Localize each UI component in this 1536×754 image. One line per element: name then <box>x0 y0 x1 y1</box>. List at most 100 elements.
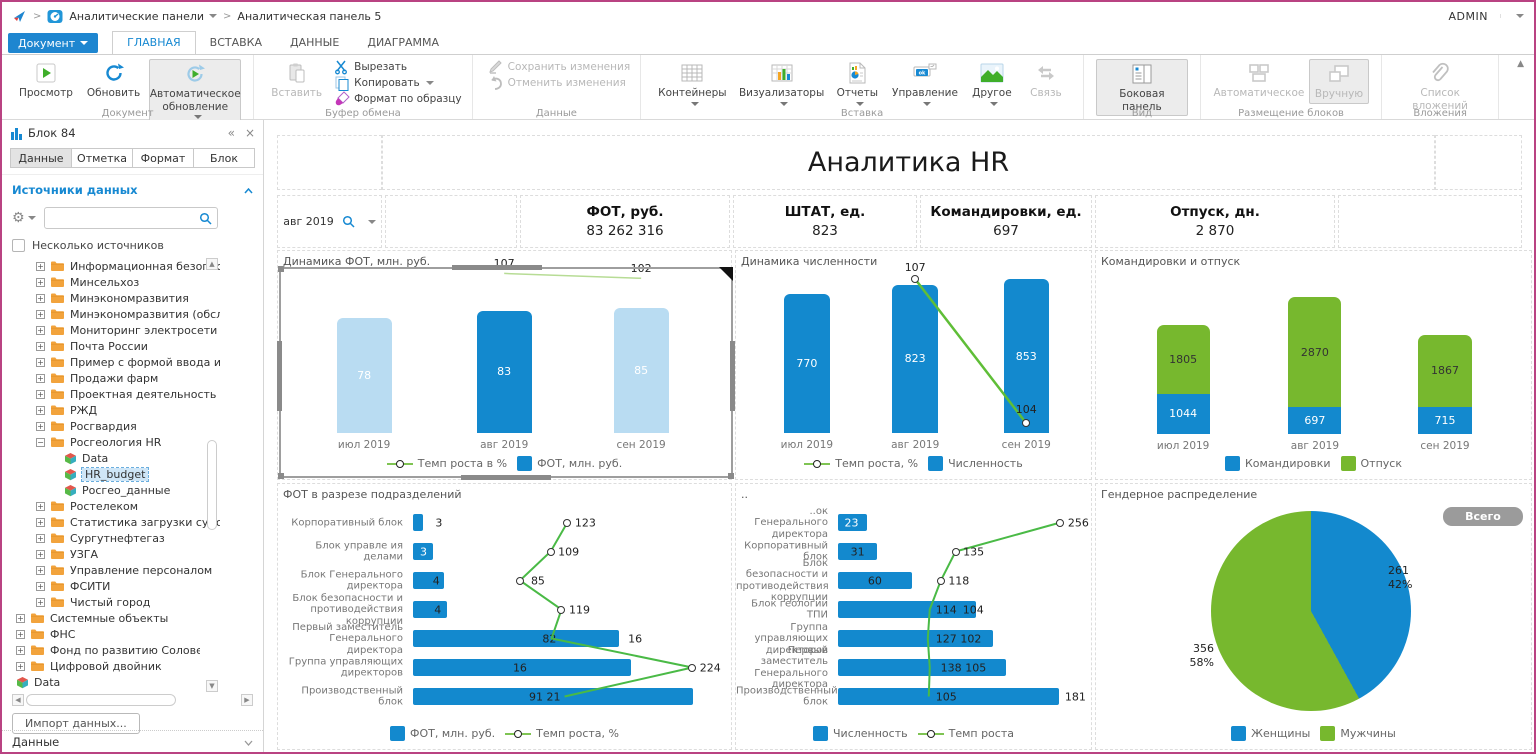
tree-folder-росгвардия[interactable]: + Росгвардия <box>2 418 263 434</box>
chart-headcount-dynamics[interactable]: Динамика численности 770 823 853 107 104 июл 2… <box>735 250 1092 480</box>
tree-folder-продажи-фарм[interactable]: + Продажи фарм <box>2 370 263 386</box>
tree-folder-фонд-по-развитию-соловецкого[interactable]: + Фонд по развитию Соловецкого <box>2 642 263 658</box>
resize-handle[interactable] <box>277 341 282 412</box>
bar-сен 2019[interactable]: 853 <box>1003 279 1050 433</box>
pie[interactable] <box>1211 511 1411 711</box>
expand-node-icon[interactable]: + <box>16 661 25 671</box>
tree-folder-минэкономразвития[interactable]: + Минэкономразвития <box>2 290 263 306</box>
expand-node-icon[interactable]: + <box>36 533 45 543</box>
tree-folder-ржд[interactable]: + РЖД <box>2 402 263 418</box>
breadcrumb-current-panel[interactable]: Аналитическая панель 5 <box>237 9 382 23</box>
expand-node-icon[interactable]: + <box>36 517 45 527</box>
bar-июл 2019[interactable]: 770 <box>784 294 830 433</box>
expand-node-icon[interactable]: + <box>36 581 45 591</box>
stack-segment-Командировки[interactable]: 715 <box>1418 406 1472 434</box>
chart-fot-by-division[interactable]: ФОТ в разрезе подразделений 3 3 4 4 82 16 16 91 … <box>277 483 732 750</box>
collapse-node-icon[interactable]: − <box>36 437 45 447</box>
ribbon-button-управление[interactable]: ok Управление <box>887 59 963 108</box>
tree-folder-росгеология-hr[interactable]: − Росгеология HR <box>2 434 263 450</box>
tree-folder-проектная-деятельность[interactable]: + Проектная деятельность <box>2 386 263 402</box>
ribbon-button-обновить[interactable]: Обновить <box>82 59 145 102</box>
tree-folder-узга[interactable]: + УЗГА <box>2 546 263 562</box>
stack-segment-Отпуск[interactable]: 1867 <box>1418 335 1472 407</box>
tree-folder-мониторинг-электросети[interactable]: + Мониторинг электросети <box>2 322 263 338</box>
panel-tab-блок[interactable]: Блок <box>194 148 255 168</box>
hbar-Блок геологии ТПИ[interactable] <box>838 601 977 618</box>
expand-node-icon[interactable]: + <box>16 645 25 655</box>
scroll-down-icon[interactable]: ▼ <box>206 680 218 692</box>
tree-folder-управление-персоналом[interactable]: + Управление персоналом <box>2 562 263 578</box>
hbar-Производственный блок[interactable] <box>838 688 1060 705</box>
ribbon-button-боковая-панель[interactable]: Боковая панель <box>1095 59 1188 117</box>
hbar-..ок Генерального директора[interactable] <box>838 514 867 531</box>
panel-collapse-icon[interactable]: « <box>227 126 235 140</box>
hbar-Производственный блок[interactable] <box>413 688 694 705</box>
tree-folder-фсити[interactable]: + ФСИТИ <box>2 578 263 594</box>
app-logo-icon[interactable] <box>12 9 27 24</box>
chart-gender-distribution[interactable]: Гендерное распределение 261 42% 356 58% Всего… <box>1095 483 1532 750</box>
scroll-up-icon[interactable]: ▲ <box>206 258 218 270</box>
tree-folder-минэкономразвития-обслу[interactable]: + Минэкономразвития (обслу <box>2 306 263 322</box>
expand-node-icon[interactable]: + <box>36 325 45 335</box>
import-data-button[interactable]: Импорт данных... <box>12 713 140 734</box>
stack-segment-Командировки[interactable]: 1044 <box>1156 393 1210 434</box>
tree-node-data[interactable]: Data <box>2 450 263 466</box>
chevron-down-icon[interactable] <box>367 219 376 224</box>
tree-node-hr_budget[interactable]: HR_budget <box>2 466 263 482</box>
expand-node-icon[interactable]: + <box>36 293 45 303</box>
tree-folder-сургутнефтегаз[interactable]: + Сургутнефтегаз <box>2 530 263 546</box>
search-icon[interactable] <box>199 212 212 225</box>
checkbox-icon[interactable] <box>12 239 25 252</box>
bar-сен 2019[interactable]: 85 <box>613 307 669 433</box>
tree-node-росгео_данные[interactable]: Росгео_данные <box>2 482 263 498</box>
collapse-section-icon[interactable] <box>244 183 253 197</box>
panel-tab-отметка[interactable]: Отметка <box>72 148 133 168</box>
multiple-sources-checkbox[interactable]: Несколько источников <box>2 235 263 256</box>
hbar-Блок управле ия делами[interactable] <box>413 543 433 560</box>
tree-folder-статистика-загрузки-судов[interactable]: + Статистика загрузки судов <box>2 514 263 530</box>
hbar-Корпоративный блок[interactable] <box>413 514 423 531</box>
tab-диаграмма[interactable]: ДИАГРАММА <box>367 36 440 49</box>
bar-авг 2019[interactable]: 823 <box>892 284 938 433</box>
hbar-Группа управляющих директоров[interactable] <box>413 659 631 676</box>
scrollbar-thumb[interactable] <box>26 694 176 706</box>
expand-node-icon[interactable]: + <box>36 341 45 351</box>
hbar-Блок Генерального директора[interactable] <box>413 572 444 589</box>
chart-headcount-by-division[interactable]: .. 23 31 60 114 104 127 102 138 105 105 181 256 135 11… <box>735 483 1092 750</box>
panel-close-icon[interactable]: × <box>244 126 255 140</box>
tab-главная[interactable]: ГЛАВНАЯ <box>112 31 196 54</box>
ribbon-button-другое[interactable]: Другое <box>967 59 1017 108</box>
resize-handle[interactable] <box>278 473 284 479</box>
gear-icon[interactable]: ⚙ <box>12 210 36 226</box>
expand-node-icon[interactable]: + <box>36 597 45 607</box>
tree-folder-чистый-город[interactable]: + Чистый город <box>2 594 263 610</box>
expand-node-icon[interactable]: + <box>36 405 45 415</box>
tree-folder-минсельхоз[interactable]: + Минсельхоз <box>2 274 263 290</box>
scroll-right-icon[interactable]: ▶ <box>241 694 253 706</box>
expand-node-icon[interactable]: + <box>36 261 45 271</box>
tree-folder-пример-с-формой-ввода-и-п[interactable]: + Пример с формой ввода и п <box>2 354 263 370</box>
user-menu-caret[interactable] <box>1500 14 1524 18</box>
tree-folder-системные-объекты[interactable]: + Системные объекты <box>2 610 263 626</box>
hbar-Блок безопасности и противодействия коррупции[interactable] <box>838 572 913 589</box>
tree-folder-почта-россии[interactable]: + Почта России <box>2 338 263 354</box>
ribbon-collapse-icon[interactable]: ▲ <box>1517 59 1524 69</box>
search-icon[interactable] <box>342 215 355 228</box>
ribbon-button-просмотр[interactable]: Просмотр <box>14 59 78 102</box>
ribbon-button-копировать[interactable]: Копировать <box>333 75 462 91</box>
hbar-Первый заместитель Генерального директора[interactable] <box>838 659 1007 676</box>
tree-folder-информационная-безопасн[interactable]: + Информационная безопасн <box>2 258 263 274</box>
expand-node-icon[interactable]: + <box>36 421 45 431</box>
expand-node-icon[interactable]: + <box>36 309 45 319</box>
data-sources-section-header[interactable]: Источники данных <box>2 174 263 203</box>
tree-folder-фнс[interactable]: + ФНС <box>2 626 263 642</box>
resize-handle[interactable] <box>461 475 551 480</box>
bar-авг 2019[interactable]: 83 <box>476 310 532 433</box>
bar-июл 2019[interactable]: 78 <box>336 318 392 433</box>
stack-segment-Отпуск[interactable]: 2870 <box>1288 297 1342 408</box>
expand-node-icon[interactable]: + <box>36 373 45 383</box>
expand-node-icon[interactable]: + <box>16 629 25 639</box>
expand-node-icon[interactable]: + <box>36 277 45 287</box>
panel-tab-данные[interactable]: Данные <box>10 148 72 168</box>
panel-tab-формат[interactable]: Формат <box>133 148 194 168</box>
